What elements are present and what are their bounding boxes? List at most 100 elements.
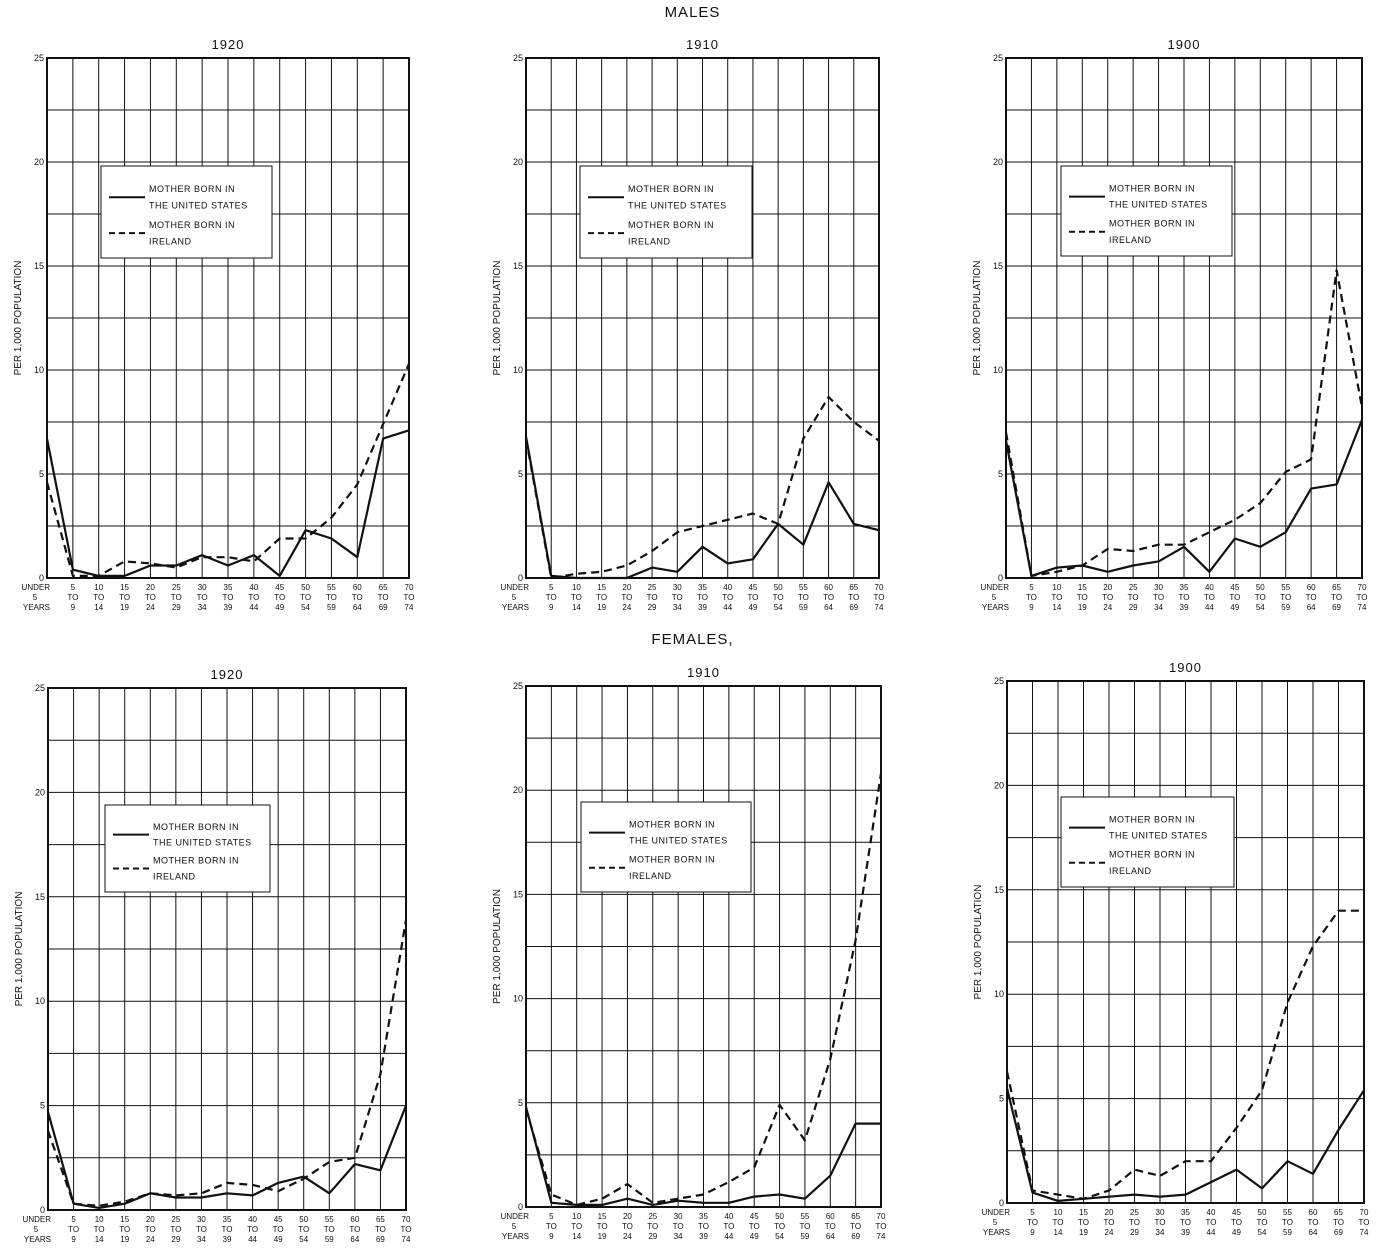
x-tick-label: 50 [301,583,310,592]
x-tick-label: 15 [1079,1208,1088,1217]
x-tick-label: 60 [826,1212,835,1221]
x-tick-label: 64 [826,1232,835,1241]
x-tick-label: 54 [1256,603,1265,612]
legend-text: MOTHER BORN IN [153,822,239,832]
x-tick-label: 14 [572,1232,581,1241]
x-tick-label: 9 [1030,1228,1035,1237]
y-tick-label: 15 [994,885,1004,895]
x-tick-label: 9 [71,603,76,612]
x-tick-label: 59 [1283,1228,1292,1237]
x-tick-label: TO [1357,593,1368,602]
x-tick-label: 24 [146,603,155,612]
x-tick-label: 35 [699,1212,708,1221]
x-tick-label: TO [647,1222,658,1231]
x-tick-label: 29 [648,603,657,612]
x-tick-label: TO [274,593,285,602]
legend-text: MOTHER BORN IN [1109,184,1195,194]
y-tick-label: 5 [998,469,1003,479]
x-tick-label: 30 [198,583,207,592]
y-axis-label: PER 1,000 POPULATION [492,889,503,1004]
x-tick-label: TO [1255,593,1266,602]
x-tick-label: TO [647,593,658,602]
x-tick-label: 70 [1360,1208,1369,1217]
x-tick-label: TO [1359,1218,1370,1227]
legend-box [1060,796,1235,888]
x-tick-label: 49 [748,603,757,612]
x-tick-label: 69 [851,1232,860,1241]
y-tick-label: 10 [513,365,523,375]
x-tick-label: 59 [327,603,336,612]
x-tick-label: TO [1308,1218,1319,1227]
x-tick-label: 14 [94,603,103,612]
legend-box [579,165,753,259]
x-tick-label: 39 [1180,603,1189,612]
x-tick-label: TO [1179,593,1190,602]
x-tick-label: 39 [223,1235,232,1244]
x-tick-label: TO [697,593,708,602]
x-tick-label: 74 [405,603,414,612]
x-tick-label: TO [248,593,259,602]
x-tick-label: 60 [350,1215,359,1224]
x-tick-label: 39 [224,603,233,612]
x-tick-label: TO [145,593,156,602]
plot-frame [46,57,410,579]
x-tick-label: 59 [799,603,808,612]
x-tick-label: 14 [1052,603,1061,612]
x-tick-label: 29 [1130,1228,1139,1237]
x-tick-label: 55 [1283,1208,1292,1217]
x-tick-label: 25 [648,1212,657,1221]
x-tick-label: TO [93,593,104,602]
x-tick-label: 65 [851,1212,860,1221]
x-tick-label: 24 [1105,1228,1114,1237]
legend-text: IRELAND [628,236,671,246]
x-tick-label: TO [799,1222,810,1231]
x-tick-label: 74 [1358,603,1367,612]
legend-text: MOTHER BORN IN [628,184,714,194]
y-tick-label: 0 [998,573,1003,583]
series-line-united-states [45,429,410,578]
x-tick-label: 35 [698,583,707,592]
x-tick-label: TO [326,593,337,602]
x-tick-label: TO [352,593,363,602]
x-tick-label: 10 [572,583,581,592]
x-tick-label: 59 [325,1235,334,1244]
legend-text: IRELAND [1109,866,1152,876]
y-tick-label: 15 [513,889,523,899]
legend-text: MOTHER BORN IN [153,856,239,866]
x-tick-label: TO [197,593,208,602]
x-tick-label: 54 [774,603,783,612]
x-tick-label: 70 [402,1215,411,1224]
x-tick-label: 20 [1105,1208,1114,1217]
x-tick-label: 19 [1079,1228,1088,1237]
x-tick-label: TO [571,593,582,602]
x-tick-label: 5 [512,593,517,602]
x-tick-label: TO [621,593,632,602]
plot-frame [47,687,407,1211]
x-tick-label: 24 [146,1235,155,1244]
legend-text: MOTHER BORN IN [1109,815,1195,825]
x-tick-label: TO [848,593,859,602]
x-tick-label: TO [1104,1218,1115,1227]
x-tick-label: 45 [748,583,757,592]
series-line-united-states [1004,419,1364,578]
x-tick-label: 30 [674,1212,683,1221]
x-tick-label: TO [1331,593,1342,602]
y-axis-label: PER 1,000 POPULATION [973,885,984,1000]
x-tick-label: 40 [1207,1208,1216,1217]
plot-frame [1005,57,1363,579]
x-tick-label: 20 [146,1215,155,1224]
x-tick-label: TO [378,593,389,602]
y-axis-label: PER 1,000 POPULATION [14,892,25,1007]
x-tick-label: 69 [1334,1228,1343,1237]
x-tick-label: 5 [549,1212,554,1221]
x-tick-label: TO [596,593,607,602]
x-tick-label: 40 [1205,583,1214,592]
x-tick-label: 59 [800,1232,809,1241]
plot-frame [525,57,880,579]
x-tick-label: 25 [1130,1208,1139,1217]
y-tick-label: 5 [39,469,44,479]
x-tick-label: 35 [1180,583,1189,592]
